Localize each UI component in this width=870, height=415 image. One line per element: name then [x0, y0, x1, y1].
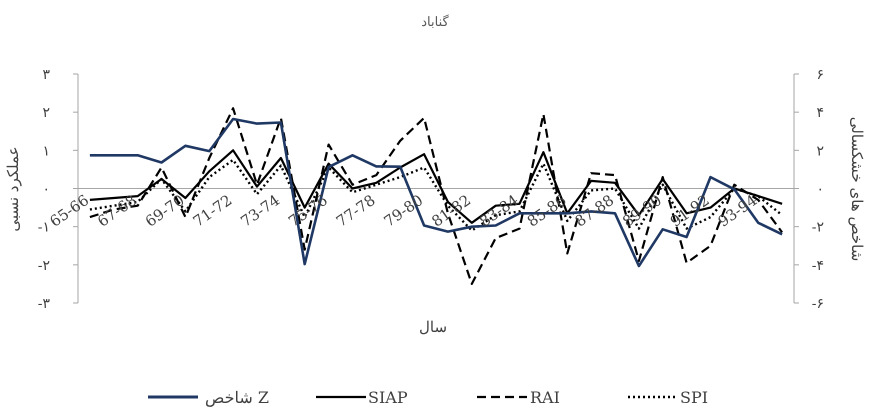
series-line-siap	[89, 149, 783, 224]
legend-label-rai: RAI	[530, 388, 560, 407]
x-tick-label: 77-78	[333, 191, 379, 231]
left-axis-label: عملکرد نسبی	[4, 146, 22, 231]
x-tick-label: 73-74	[237, 191, 283, 231]
x-tick-label: 93-94	[715, 191, 761, 231]
x-axis-ticks: 65-66 67-68 69-70 71-72 73-74 75-76 77-78 79-80…	[46, 191, 760, 231]
series-layer	[89, 107, 783, 285]
series-line-spi	[89, 158, 783, 232]
right-tick-label: ۰	[816, 182, 824, 198]
x-tick-label: 69-70	[142, 191, 188, 231]
left-tick-label: ۳	[42, 67, 50, 83]
right-tick-label: -۴	[812, 258, 824, 274]
left-tick-label: -۳	[38, 296, 51, 312]
legend-label-siap: SIAP	[368, 388, 408, 407]
right-axis-label: شاخص های خشکسالی	[848, 117, 866, 262]
right-axis-ticks: -۶ -۴ -۲ ۰ ۲ ۴ ۶	[794, 67, 824, 312]
right-tick-label: ۴	[816, 105, 824, 121]
legend-label-z: شاخص Z	[205, 388, 269, 407]
left-tick-label: -۲	[38, 258, 50, 274]
legend-label-spi: SPI	[680, 388, 708, 407]
x-tick-label: 91-92	[667, 191, 713, 231]
axes	[77, 74, 795, 303]
x-tick-label: 71-72	[190, 191, 236, 231]
x-tick-label: 75-76	[285, 191, 331, 231]
x-axis-label: سال	[419, 318, 447, 336]
right-tick-label: -۲	[812, 220, 824, 236]
left-tick-label: ۱	[42, 143, 50, 159]
right-tick-label: ۶	[816, 67, 824, 83]
legend: SPI RAI SIAP شاخص Z	[148, 388, 708, 407]
right-tick-label: ۲	[816, 143, 824, 159]
x-tick-label: 65-66	[46, 191, 92, 231]
left-axis-ticks: -۳ -۲ -۱ ۰ ۱ ۲ ۳	[38, 67, 78, 312]
series-line-rai	[89, 107, 783, 285]
chart-title: گناباد	[421, 14, 449, 30]
left-tick-label: ۲	[42, 105, 50, 121]
left-tick-label: ۰	[42, 182, 50, 198]
right-tick-label: -۶	[812, 296, 824, 312]
series-line-z	[89, 117, 783, 268]
left-tick-label: -۱	[38, 220, 50, 236]
